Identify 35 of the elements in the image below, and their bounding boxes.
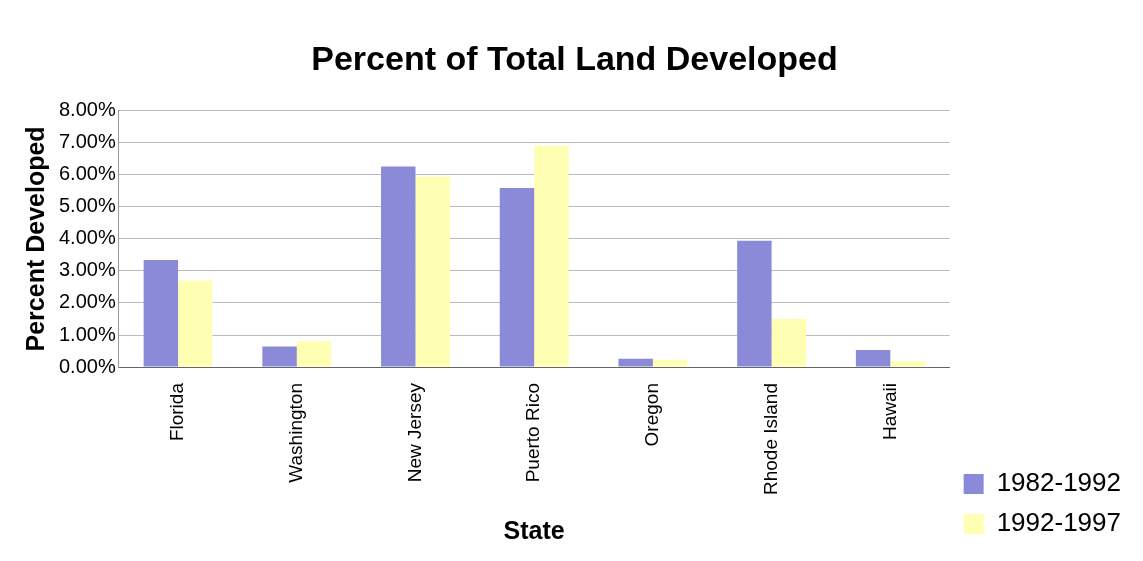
bar bbox=[262, 346, 297, 367]
bar bbox=[381, 166, 416, 367]
y-tick-label: 8.00% bbox=[58, 98, 116, 121]
x-tick-label: Hawaii bbox=[878, 383, 900, 441]
x-tick-label: Washington bbox=[285, 383, 306, 483]
bar bbox=[890, 361, 925, 367]
y-tick-label: 1.00% bbox=[58, 322, 116, 345]
y-tick-label: 5.00% bbox=[58, 194, 116, 217]
bar bbox=[534, 145, 569, 367]
y-tick-label: 3.00% bbox=[58, 258, 116, 281]
bar bbox=[499, 187, 535, 367]
legend-label: 1992-1997 bbox=[996, 507, 1122, 538]
chart-title: Percent of Total Land Developed bbox=[311, 38, 838, 77]
bar bbox=[178, 280, 213, 367]
y-tick-label: 2.00% bbox=[58, 290, 116, 313]
bar bbox=[771, 318, 807, 367]
x-tick-label: New Jersey bbox=[403, 382, 425, 483]
y-axis-title: Percent Developed bbox=[20, 126, 49, 352]
y-tick-label: 4.00% bbox=[58, 226, 116, 249]
x-tick-label: Puerto Rico bbox=[522, 383, 544, 483]
legend-label: 1982-1992 bbox=[996, 467, 1122, 498]
bar bbox=[652, 359, 688, 367]
y-tick-label: 0.00% bbox=[58, 354, 116, 377]
bar bbox=[618, 358, 653, 367]
bar bbox=[143, 260, 179, 367]
x-tick-label: Oregon bbox=[641, 383, 663, 447]
x-tick-label: Florida bbox=[166, 382, 188, 442]
x-tick-label: Rhode Island bbox=[759, 383, 781, 495]
y-tick-label: 7.00% bbox=[58, 130, 116, 153]
x-axis-title: State bbox=[503, 515, 565, 544]
bar bbox=[855, 350, 891, 367]
bar bbox=[415, 176, 450, 367]
bar bbox=[296, 341, 332, 367]
y-tick-label: 6.00% bbox=[58, 162, 116, 185]
bar bbox=[737, 240, 772, 367]
